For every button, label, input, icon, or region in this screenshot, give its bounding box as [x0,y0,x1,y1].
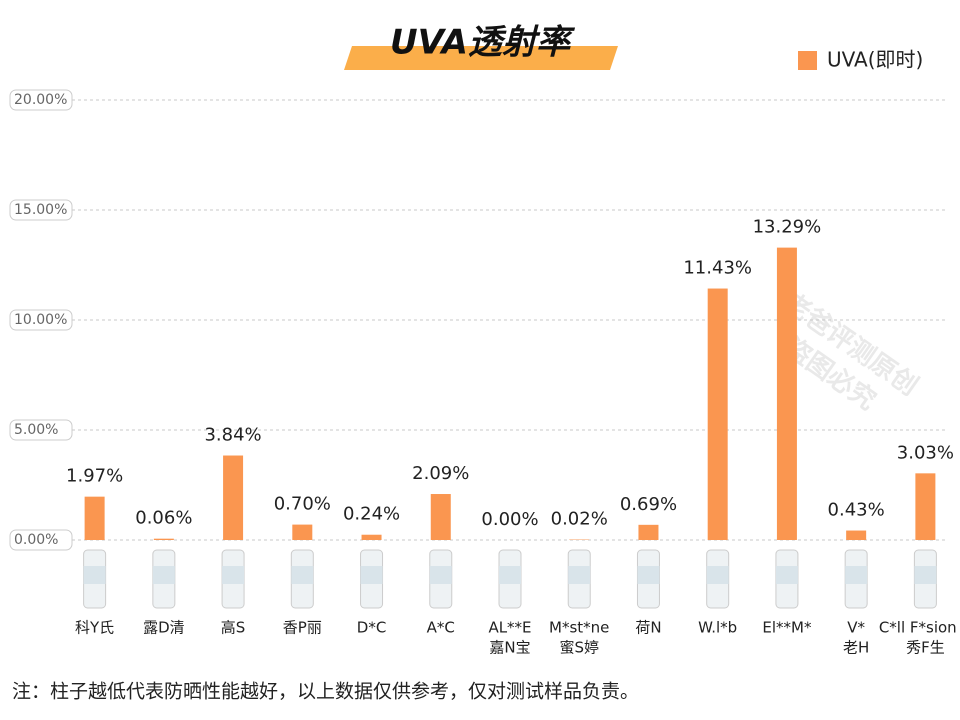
x-tick-label: V* [847,619,865,637]
y-tick-box [9,89,73,111]
y-tick-label: 10.00% [14,312,67,328]
legend-swatch [798,51,817,70]
note: 注：柱子越低代表防晒性能越好，以上数据仅供参考，仅对测试样品负责。 [12,681,639,703]
x-tick-label: El**M* [762,619,812,637]
product-label [83,566,106,584]
bar [915,473,936,540]
x-tick-label: C*ll F*sion C [879,619,960,637]
x-tick-label: 香P丽 [283,619,322,637]
y-tick-label: 5.00% [14,422,58,438]
product-label [291,566,314,584]
bar [707,288,728,540]
product-label [706,566,729,584]
bar [846,530,867,540]
value-label: 13.29% [753,217,822,238]
product-label [360,566,383,584]
x-tick-label: A*C [427,619,455,637]
chart-title: UVA透射率 [390,23,576,63]
x-tick-label: AL**E [488,619,531,637]
value-label: 3.03% [897,442,954,463]
bar [638,524,659,540]
product-label [775,566,798,584]
value-label: 0.06% [135,508,192,529]
bar [430,494,451,540]
bar [223,455,244,540]
x-tick-label: M*st*ne [549,619,609,637]
title-highlight [344,46,618,70]
product-label [914,566,937,584]
y-tick-box [9,309,73,331]
product-label [429,566,452,584]
x-tick-label: 秀F生 [906,639,945,657]
x-tick-label: 嘉N宝 [489,639,530,657]
bar [292,524,313,540]
value-label: 2.09% [412,463,469,484]
product-label [499,566,521,584]
value-label: 3.84% [204,425,261,446]
x-tick-label: 老H [843,639,869,657]
x-tick-label: D*C [357,619,387,637]
value-label: 0.02% [551,509,608,530]
value-label: 1.97% [66,466,123,487]
product-label [845,566,868,584]
bar [361,534,382,540]
x-tick-label: 露D清 [143,619,185,637]
value-label: 0.70% [274,494,331,515]
y-tick-box [9,529,73,551]
product-label [637,566,660,584]
value-label: 0.69% [620,494,677,515]
bar [153,538,174,540]
value-label: 0.43% [828,500,885,521]
x-tick-label: 科Y氏 [75,619,114,637]
x-tick-label: 荷N [635,619,661,637]
x-tick-label: 蜜S婷 [559,639,599,657]
value-label: 0.24% [343,504,400,525]
product-label [568,566,591,584]
value-label: 11.43% [683,258,752,279]
y-tick-label: 20.00% [14,92,67,108]
bar [84,496,105,540]
x-tick-label: W.l*b [698,619,737,637]
bar [776,247,797,540]
y-tick-label: 15.00% [14,202,67,218]
x-tick-label: 高S [221,619,246,637]
y-tick-box [9,199,73,221]
legend-label: UVA(即时) [827,48,923,72]
y-tick-box [9,419,73,441]
product-label [222,566,245,584]
value-label: 0.00% [481,509,538,530]
product-label [152,566,175,584]
y-tick-label: 0.00% [14,532,58,548]
